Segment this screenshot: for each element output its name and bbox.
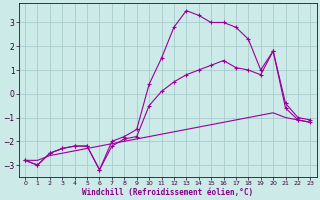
- X-axis label: Windchill (Refroidissement éolien,°C): Windchill (Refroidissement éolien,°C): [82, 188, 253, 197]
